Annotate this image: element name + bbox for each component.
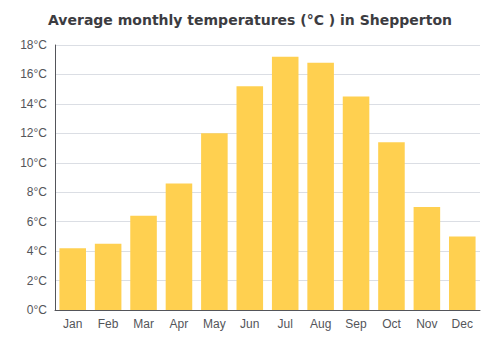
svg-text:Feb: Feb: [98, 317, 119, 331]
svg-text:Nov: Nov: [416, 317, 437, 331]
svg-text:Jul: Jul: [278, 317, 293, 331]
svg-text:Jun: Jun: [240, 317, 259, 331]
svg-text:Apr: Apr: [170, 317, 189, 331]
svg-text:Sep: Sep: [345, 317, 367, 331]
svg-text:12°C: 12°C: [20, 126, 47, 140]
svg-text:Average monthly temperatures (: Average monthly temperatures (°C ) in Sh…: [48, 12, 452, 28]
svg-text:Jan: Jan: [63, 317, 82, 331]
svg-text:14°C: 14°C: [20, 97, 47, 111]
svg-text:4°C: 4°C: [27, 244, 47, 258]
svg-text:Dec: Dec: [452, 317, 473, 331]
svg-text:Aug: Aug: [310, 317, 331, 331]
svg-text:8°C: 8°C: [27, 185, 47, 199]
svg-text:2°C: 2°C: [27, 274, 47, 288]
svg-text:6°C: 6°C: [27, 215, 47, 229]
svg-text:18°C: 18°C: [20, 38, 47, 52]
svg-text:16°C: 16°C: [20, 67, 47, 81]
svg-text:Mar: Mar: [133, 317, 154, 331]
svg-text:10°C: 10°C: [20, 156, 47, 170]
svg-text:Oct: Oct: [382, 317, 401, 331]
svg-text:May: May: [203, 317, 226, 331]
svg-text:0°C: 0°C: [27, 303, 47, 317]
